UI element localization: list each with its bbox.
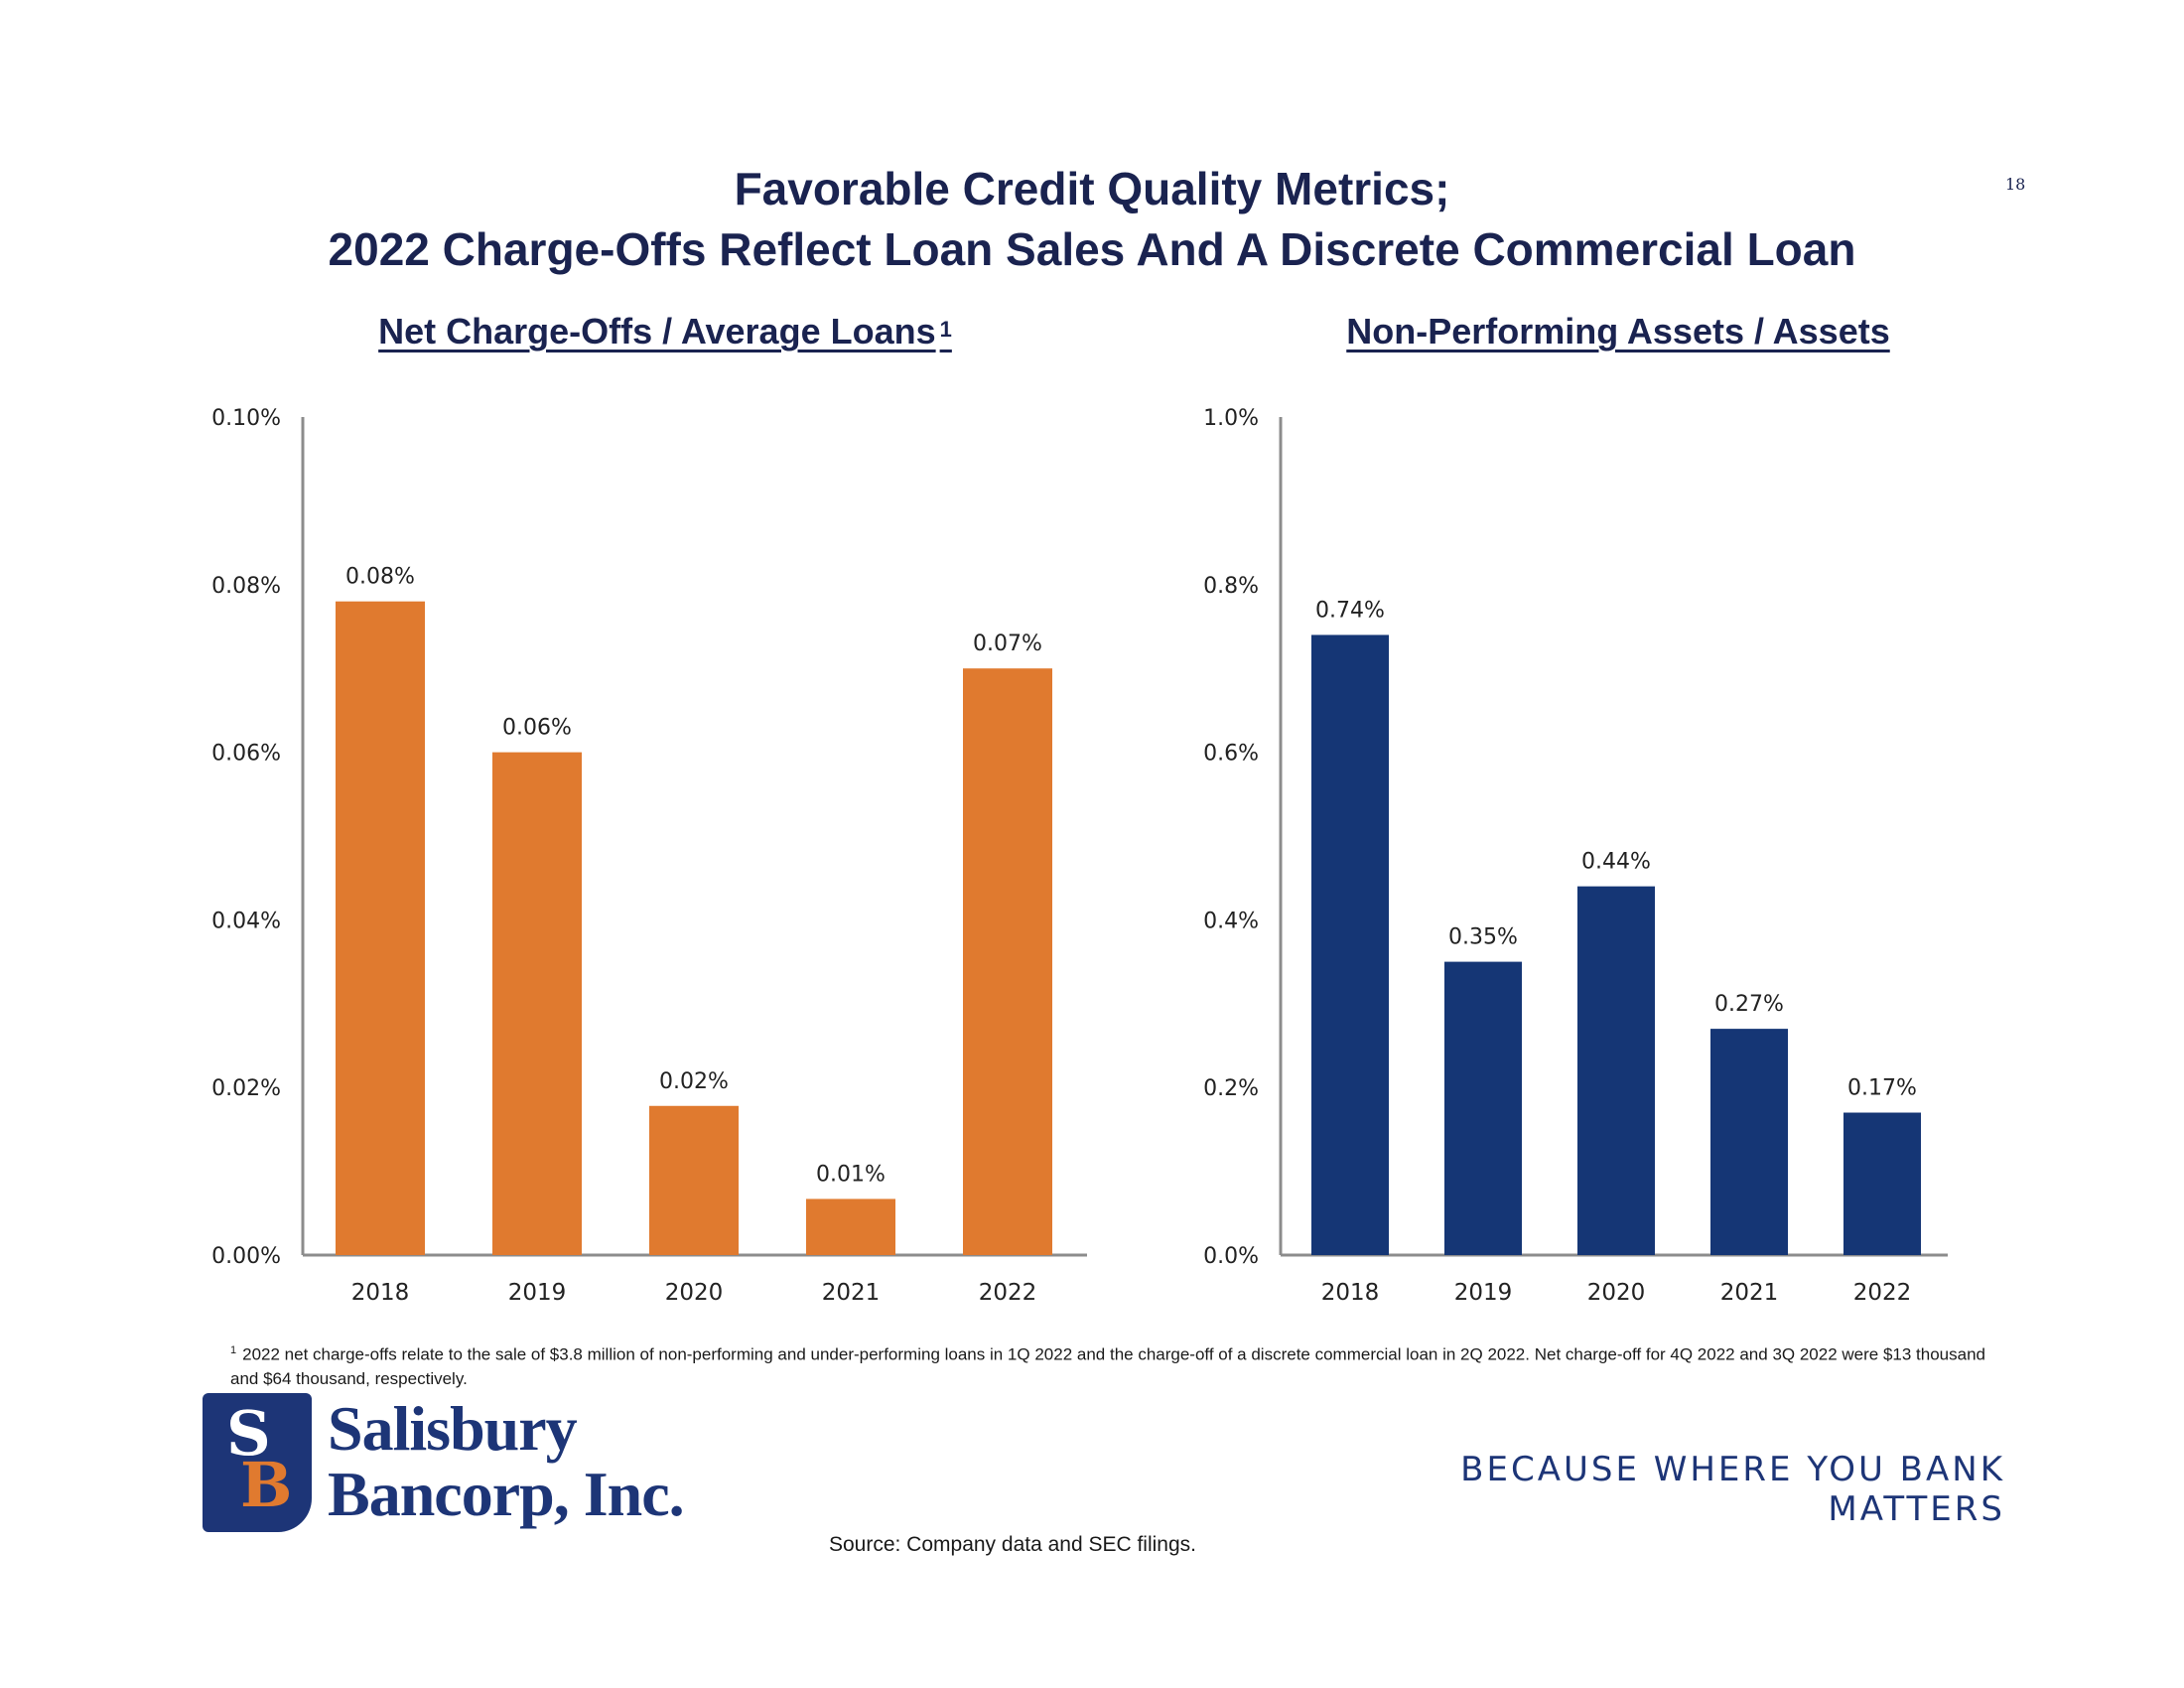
y-tick-label: 0.4% [1203,909,1259,933]
bar-2019 [492,752,582,1255]
bar-2018 [1311,634,1389,1255]
bar-2019 [1444,961,1522,1255]
footnote-marker: 1 [230,1344,237,1356]
data-label: 0.27% [1714,992,1784,1017]
tagline: BECAUSE WHERE YOU BANK MATTERS [1460,1450,2005,1529]
bar-2020 [649,1105,739,1255]
logo-initial-b: B [240,1449,293,1521]
x-tick-label: 2018 [351,1280,410,1306]
data-label: 0.02% [659,1069,729,1094]
y-tick-label: 1.0% [1203,406,1259,431]
x-tick-label: 2021 [1720,1280,1779,1306]
data-label: 0.44% [1581,850,1651,875]
chart-title-footnote-marker: 1 [939,317,952,342]
y-tick-label: 0.0% [1203,1244,1259,1269]
bar-2022 [963,668,1052,1255]
y-tick-label: 0.02% [211,1076,281,1101]
logo-wordmark: Salisbury Bancorp, Inc. [328,1393,685,1529]
x-tick-label: 2021 [822,1280,881,1306]
y-tick-label: 0.06% [211,742,281,767]
x-tick-label: 2019 [508,1280,567,1306]
data-label: 0.07% [973,632,1042,656]
slide-title-line-1: Favorable Credit Quality Metrics; [734,163,1450,214]
bar-2022 [1843,1112,1921,1255]
y-tick-label: 0.8% [1203,574,1259,599]
footnote: 1 2022 net charge-offs relate to the sale… [230,1338,2017,1391]
y-tick-label: 0.00% [211,1244,281,1269]
logo-initial-s: S [226,1397,271,1470]
y-tick-label: 0.08% [211,574,281,599]
y-tick-label: 0.2% [1203,1076,1259,1101]
chart-title-net-charge-offs: Net Charge-Offs / Average Loans 1 [338,310,993,353]
y-tick-label: 0.6% [1203,742,1259,767]
x-tick-label: 2022 [979,1280,1037,1306]
logo-line-2: Bancorp, Inc. [328,1459,685,1529]
bar-2018 [336,601,425,1255]
data-label: 0.17% [1847,1076,1917,1101]
footnote-text: 2022 net charge-offs relate to the sale … [230,1344,1985,1388]
data-label: 0.06% [502,716,572,741]
page-number: 18 [2005,175,2026,194]
x-tick-label: 2020 [665,1280,724,1306]
slide-title-line-2: 2022 Charge-Offs Reflect Loan Sales And … [328,223,1856,275]
x-tick-label: 2020 [1587,1280,1646,1306]
x-tick-label: 2018 [1321,1280,1380,1306]
y-tick-label: 0.04% [211,909,281,933]
bar-2020 [1577,886,1655,1255]
x-tick-label: 2022 [1853,1280,1912,1306]
data-label: 0.74% [1315,598,1385,623]
data-label: 0.01% [816,1162,886,1187]
source-note: Source: Company data and SEC filings. [828,1533,1197,1556]
chart-title-non-performing-assets: Non-Performing Assets / Assets [1346,311,1890,352]
bar-2021 [806,1198,895,1255]
data-label: 0.08% [345,565,415,590]
logo-line-1: Salisbury [328,1393,578,1464]
x-tick-label: 2019 [1454,1280,1513,1306]
salisbury-logo-mark: S B [203,1393,312,1532]
chart-title-text: Net Charge-Offs / Average Loans [378,311,936,352]
data-label: 0.35% [1448,925,1518,950]
y-tick-label: 0.10% [211,406,281,431]
bar-2021 [1710,1029,1788,1255]
